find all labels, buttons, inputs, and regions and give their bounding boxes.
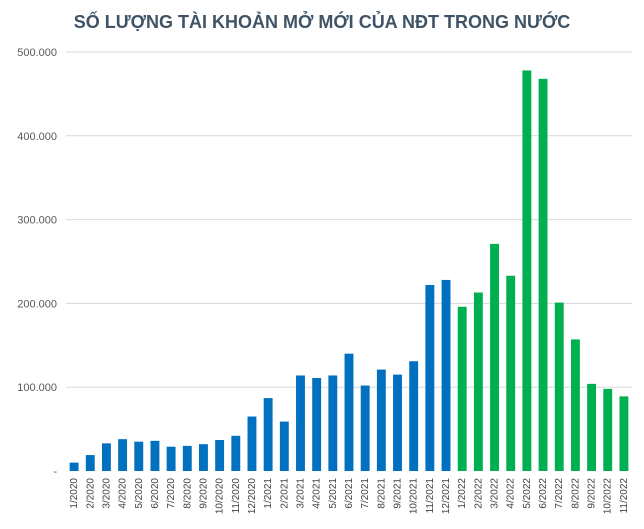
x-tick-label: 5/2022 <box>522 478 533 509</box>
x-tick-label: 10/2020 <box>215 478 226 515</box>
bar-7-2020 <box>166 446 176 471</box>
bar-6-2022 <box>538 78 548 471</box>
x-tick-label: 7/2021 <box>360 478 371 509</box>
bar-10-2020 <box>215 439 225 471</box>
x-tick-label: 7/2020 <box>166 478 177 509</box>
bar-1-2021 <box>263 398 273 471</box>
bar-12-2020 <box>247 416 257 471</box>
bar-4-2021 <box>312 377 322 471</box>
x-tick-label: 3/2021 <box>295 478 306 509</box>
x-tick-label: 6/2021 <box>344 478 355 509</box>
x-tick-label: 8/2020 <box>182 478 193 509</box>
bar-8-2020 <box>182 445 192 471</box>
bar-9-2020 <box>199 444 208 471</box>
x-tick-label: 6/2022 <box>538 478 549 509</box>
bar-8-2022 <box>570 339 580 471</box>
bar-4-2020 <box>118 439 128 471</box>
bar-2-2020 <box>85 455 95 471</box>
x-tick-label: 6/2020 <box>150 478 161 509</box>
bar-11-2022 <box>619 396 629 471</box>
bars <box>69 70 629 471</box>
y-tick-label: 300.000 <box>17 215 57 227</box>
x-tick-label: 10/2021 <box>409 478 420 515</box>
bar-4-2022 <box>506 275 516 471</box>
y-tick-label: 400.000 <box>17 131 57 143</box>
x-tick-label: 7/2022 <box>554 478 565 509</box>
x-tick-label: 12/2021 <box>441 478 452 515</box>
bar-6-2020 <box>150 440 160 471</box>
x-tick-label: 8/2022 <box>570 478 581 509</box>
bar-7-2021 <box>360 385 370 471</box>
bar-3-2021 <box>296 375 305 471</box>
bar-7-2022 <box>554 302 564 471</box>
x-tick-label: 1/2021 <box>263 478 274 509</box>
bar-10-2021 <box>409 361 419 471</box>
y-tick-label: 500.000 <box>17 47 57 59</box>
x-tick-label: 11/2022 <box>619 478 630 514</box>
bar-1-2022 <box>457 306 467 471</box>
x-tick-label: 9/2021 <box>393 478 404 509</box>
bar-2-2021 <box>279 421 289 471</box>
x-tick-label: 12/2020 <box>247 478 258 515</box>
x-tick-label: 8/2021 <box>376 478 387 509</box>
x-tick-label: 11/2021 <box>425 478 436 514</box>
bar-3-2022 <box>490 243 499 471</box>
bar-10-2022 <box>603 388 613 471</box>
x-tick-label: 3/2022 <box>490 478 501 509</box>
x-tick-label: 2/2020 <box>85 478 96 509</box>
x-tick-label: 1/2022 <box>457 478 468 509</box>
x-tick-label: 10/2022 <box>603 478 614 515</box>
x-tick-label: 9/2022 <box>587 478 598 509</box>
x-tick-label: 9/2020 <box>198 478 209 509</box>
bar-9-2022 <box>587 383 597 471</box>
x-tick-label: 2/2022 <box>473 478 484 509</box>
bar-5-2020 <box>134 441 144 471</box>
bar-11-2020 <box>231 435 241 471</box>
bar-3-2020 <box>101 443 111 471</box>
x-axis-ticks: 1/2020 2/2020 3/2020 4/2020 5/2020 6/2020 7/20… <box>69 478 630 515</box>
bar-2-2022 <box>473 292 483 471</box>
bar-9-2021 <box>393 374 402 471</box>
x-tick-label: 3/2020 <box>101 478 112 509</box>
y-axis-ticks: - 100.000 200.000 300.000 400.000 500.000 <box>17 47 57 478</box>
x-tick-label: 11/2020 <box>231 478 242 514</box>
x-tick-label: 2/2021 <box>279 478 290 509</box>
x-tick-label: 5/2021 <box>328 478 339 509</box>
y-tick-label: - <box>53 466 57 478</box>
x-tick-label: 4/2022 <box>506 478 517 509</box>
bar-8-2021 <box>376 369 386 471</box>
bar-11-2021 <box>425 284 435 471</box>
bar-5-2021 <box>328 375 338 471</box>
grid-layer <box>66 51 632 388</box>
chart-title: SỐ LƯỢNG TÀI KHOẢN MỞ MỚI CỦA NĐT TRONG … <box>74 11 571 32</box>
bar-12-2021 <box>441 279 451 471</box>
x-tick-label: 4/2021 <box>312 478 323 509</box>
bar-6-2021 <box>344 353 354 471</box>
y-tick-label: 200.000 <box>17 298 57 310</box>
x-tick-label: 4/2020 <box>118 478 129 509</box>
x-tick-label: 1/2020 <box>69 478 80 509</box>
bar-1-2020 <box>69 462 79 471</box>
bar-5-2022 <box>522 70 532 471</box>
x-tick-label: 5/2020 <box>134 478 145 509</box>
y-tick-label: 100.000 <box>17 382 57 394</box>
